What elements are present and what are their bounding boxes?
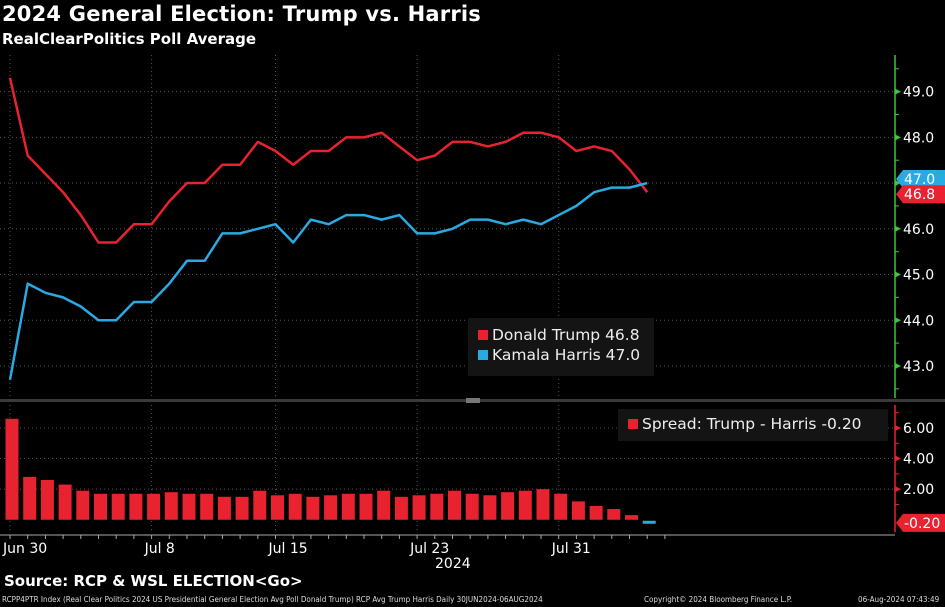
spread-bar [642, 520, 656, 524]
legend-label-harris: Kamala Harris 47.0 [492, 346, 641, 364]
legend-label-trump: Donald Trump 46.8 [492, 326, 640, 344]
spread-bar [518, 490, 532, 520]
y-tick-label: 46.0 [903, 222, 934, 238]
footer-description: RCPP4PTR Index (Real Clear Politics 2024… [2, 595, 543, 604]
spread-bar [306, 496, 320, 520]
spread-bar [536, 489, 550, 520]
spread-bar [571, 501, 585, 520]
trump-last-value-tag-bg [896, 185, 945, 204]
spread-last-value-tag-bg [896, 513, 945, 532]
spread-bar [40, 479, 54, 520]
spread-bar [554, 493, 568, 520]
chart-subtitle: RealClearPolitics Poll Average [2, 30, 257, 48]
spread-bar [164, 492, 178, 520]
spread-last-value-tag-text: -0.20 [904, 516, 940, 532]
spread-bar [288, 493, 302, 520]
spread-bar [359, 493, 373, 520]
spread-bar [607, 509, 621, 520]
spread-bar [76, 490, 90, 520]
legend-label-spread: Spread: Trump - Harris -0.20 [642, 415, 862, 433]
trump-last-value-tag-text: 46.8 [904, 187, 935, 203]
y-tick-label: 48.0 [903, 130, 934, 146]
legend-item-trump: Donald Trump 46.8 [478, 326, 654, 344]
spread-bar [182, 493, 196, 520]
harris-line [8, 181, 648, 380]
spread-bar [271, 495, 284, 520]
spread-bar [324, 495, 338, 520]
legend-bottom: Spread: Trump - Harris -0.20 [618, 409, 888, 441]
legend-top: Donald Trump 46.8 Kamala Harris 47.0 [468, 318, 654, 376]
x-tick-label: Jul 8 [144, 541, 175, 557]
spread-bar [448, 490, 461, 520]
legend-item-spread: Spread: Trump - Harris -0.20 [628, 415, 888, 433]
source-label: Source: RCP & WSL ELECTION<Go> [4, 572, 303, 590]
spread-bar [589, 505, 603, 520]
spread-bar [217, 496, 231, 520]
spread-bar [377, 490, 391, 520]
chart-title: 2024 General Election: Trump vs. Harris [2, 2, 482, 26]
y-tick-label: 4.00 [903, 452, 934, 468]
trump-last-value-tag: 46.8 [896, 185, 945, 204]
spread-bar [465, 493, 479, 520]
spread-bar [501, 492, 515, 520]
legend-item-harris: Kamala Harris 47.0 [478, 346, 654, 364]
legend-swatch-harris [478, 350, 488, 360]
spread-bar [23, 476, 37, 520]
spread-bar [129, 493, 143, 520]
x-year-label: 2024 [435, 556, 471, 572]
spread-bar [394, 496, 408, 520]
y-tick-label: 6.00 [903, 421, 934, 437]
legend-swatch-trump [478, 330, 488, 340]
spread-bar [58, 484, 72, 520]
footer-copyright: Copyright© 2024 Bloomberg Finance L.P. [644, 595, 793, 604]
spread-bar [147, 493, 161, 520]
y-tick-label: 44.0 [903, 313, 934, 329]
spread-bar [483, 495, 497, 520]
spread-bar [200, 493, 214, 520]
spread-bar [111, 493, 125, 520]
x-tick-label: Jul 23 [409, 541, 449, 557]
x-tick-label: Jul 15 [268, 541, 308, 557]
footer-timestamp: 06-Aug-2024 07:43:49 [858, 595, 940, 604]
legend-swatch-spread [628, 419, 638, 429]
harris-last-value-tag: 47.0 [896, 170, 945, 189]
spread-bar [412, 495, 426, 520]
trump-line [8, 77, 649, 244]
panel-resize-handle [466, 398, 480, 403]
spread-bar [253, 490, 267, 520]
x-tick-label: Jun 30 [2, 541, 47, 557]
x-tick-label: Jul 31 [551, 541, 591, 557]
spread-last-value-tag: -0.20 [896, 513, 945, 532]
y-tick-label: 45.0 [903, 268, 934, 284]
spread-bar [235, 496, 249, 520]
spread-bar [430, 493, 444, 520]
y-tick-label: 2.00 [903, 482, 934, 498]
spread-bar [341, 493, 355, 520]
spread-bar [94, 493, 107, 520]
y-tick-label: 43.0 [903, 359, 934, 375]
y-tick-label: 49.0 [903, 85, 934, 101]
spread-bar [625, 515, 638, 520]
spread-bar [5, 418, 19, 520]
harris-last-value-tag-text: 47.0 [904, 172, 935, 188]
harris-last-value-tag-bg [896, 170, 945, 189]
